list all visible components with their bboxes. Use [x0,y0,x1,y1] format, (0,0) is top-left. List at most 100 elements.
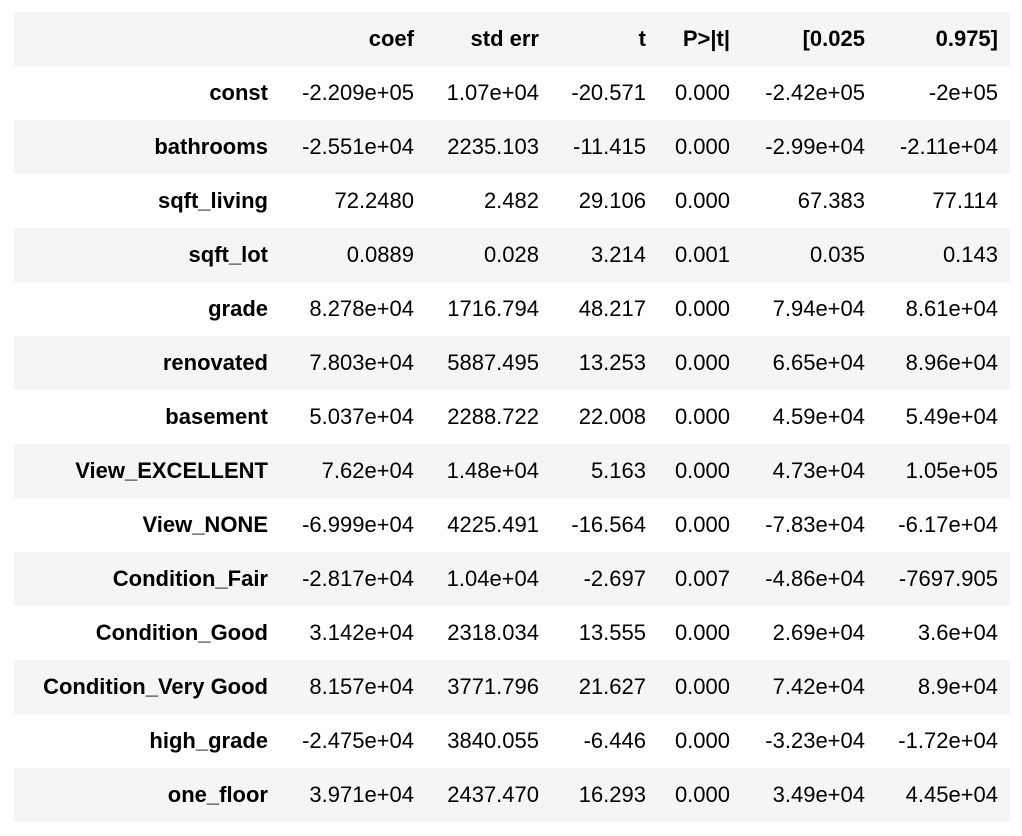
table-row: sqft_living 72.2480 2.482 29.106 0.000 67.383… [14,174,1010,228]
cell-std-err: 4225.491 [447,512,539,537]
table-row: one_floor 3.971e+04 2437.470 16.293 0.000 3.4… [14,768,1010,822]
row-label: grade [208,296,268,321]
cell-ci-upper: 0.143 [942,242,998,267]
cell-std-err: 1716.794 [447,296,539,321]
header-cell-p-value: P>|t| [682,26,730,51]
table-row: const -2.209e+05 1.07e+04 -20.571 0.000 -2.42… [14,66,1010,120]
header-cell-std-err: std err [470,26,539,51]
cell-t: 22.008 [578,404,646,429]
row-label: one_floor [167,782,268,807]
cell-p-value: 0.000 [674,350,730,375]
row-label: View_EXCELLENT [75,458,268,483]
cell-t: 29.106 [578,188,646,213]
cell-p-value: 0.007 [674,566,730,591]
cell-p-value: 0.000 [674,458,730,483]
header-cell-ci-lower: [0.025 [802,26,865,51]
header-cell-ci-upper: 0.975] [935,26,998,51]
cell-std-err: 2.482 [483,188,539,213]
cell-ci-upper: 77.114 [932,188,998,213]
cell-ci-upper: 1.05e+05 [905,458,998,483]
cell-p-value: 0.000 [674,674,730,699]
cell-std-err: 1.04e+04 [446,566,539,591]
cell-coef: 3.142e+04 [309,620,414,645]
cell-std-err: 0.028 [483,242,539,267]
cell-std-err: 2288.722 [447,404,539,429]
cell-std-err: 5887.495 [447,350,539,375]
row-label: bathrooms [154,134,268,159]
cell-ci-upper: -2e+05 [928,80,998,105]
row-label: Condition_Good [95,620,268,645]
row-label: renovated [162,350,268,375]
cell-ci-lower: 67.383 [797,188,865,213]
cell-t: 48.217 [578,296,646,321]
cell-ci-lower: 6.65e+04 [772,350,865,375]
cell-ci-lower: 4.59e+04 [772,404,865,429]
cell-t: 13.555 [578,620,646,645]
header-cell-coef: coef [368,26,414,51]
cell-coef: -2.551e+04 [302,134,414,159]
table-row: bathrooms -2.551e+04 2235.103 -11.415 0.000 -… [14,120,1010,174]
cell-p-value: 0.000 [674,782,730,807]
cell-ci-upper: -1.72e+04 [898,728,998,753]
cell-coef: -2.475e+04 [302,728,414,753]
cell-t: -20.571 [571,80,646,105]
table-row: renovated 7.803e+04 5887.495 13.253 0.000 6.6… [14,336,1010,390]
cell-ci-upper: -7697.905 [898,566,998,591]
cell-coef: 3.971e+04 [309,782,414,807]
cell-p-value: 0.000 [674,404,730,429]
regression-coefficients-table: coef std err t P>|t| [0.025 0.975] const… [14,12,1010,822]
cell-coef: 8.157e+04 [309,674,414,699]
row-label: const [209,80,268,105]
cell-p-value: 0.000 [674,188,730,213]
cell-std-err: 2318.034 [447,620,539,645]
table-row: basement 5.037e+04 2288.722 22.008 0.000 4.59… [14,390,1010,444]
cell-ci-upper: 8.96e+04 [905,350,998,375]
cell-coef: 7.62e+04 [321,458,414,483]
cell-ci-upper: -6.17e+04 [898,512,998,537]
cell-ci-upper: -2.11e+04 [899,134,998,159]
cell-coef: 0.0889 [346,242,414,267]
header-cell-t: t [638,26,646,51]
table-row: View_EXCELLENT 7.62e+04 1.48e+04 5.163 0.000… [14,444,1010,498]
row-label: View_NONE [142,512,268,537]
cell-std-err: 1.48e+04 [446,458,539,483]
cell-t: 13.253 [578,350,646,375]
row-label: sqft_living [157,188,268,213]
cell-ci-upper: 3.6e+04 [917,620,998,645]
table-row: high_grade -2.475e+04 3840.055 -6.446 0.000 -… [14,714,1010,768]
cell-ci-lower: 7.42e+04 [772,674,865,699]
cell-ci-lower: 3.49e+04 [772,782,865,807]
cell-ci-lower: -2.42e+05 [765,80,865,105]
cell-ci-lower: 2.69e+04 [772,620,865,645]
table-row: View_NONE -6.999e+04 4225.491 -16.564 0.000 -… [14,498,1010,552]
table-row: Condition_Good 3.142e+04 2318.034 13.555 0.0… [14,606,1010,660]
cell-t: 3.214 [590,242,646,267]
table-row: Condition_Very Good 8.157e+04 3771.796 21.6… [14,660,1010,714]
cell-p-value: 0.000 [674,728,730,753]
table-header-row: coef std err t P>|t| [0.025 0.975] [14,12,1010,66]
cell-p-value: 0.000 [674,80,730,105]
cell-p-value: 0.000 [674,296,730,321]
cell-ci-lower: 4.73e+04 [772,458,865,483]
cell-std-err: 3771.796 [447,674,539,699]
cell-t: -2.697 [583,566,646,591]
cell-t: -16.564 [571,512,646,537]
cell-ci-lower: 0.035 [809,242,865,267]
cell-ci-upper: 8.9e+04 [917,674,998,699]
table-row: Condition_Fair -2.817e+04 1.04e+04 -2.697 0.… [14,552,1010,606]
table-row: grade 8.278e+04 1716.794 48.217 0.000 7.94e+0… [14,282,1010,336]
cell-t: -6.446 [583,728,646,753]
cell-ci-lower: 7.94e+04 [772,296,865,321]
table-row: sqft_lot 0.0889 0.028 3.214 0.001 0.035 0.143 [14,228,1010,282]
cell-p-value: 0.000 [674,134,730,159]
row-label: sqft_lot [188,242,268,267]
cell-coef: -2.209e+05 [302,80,414,105]
cell-std-err: 3840.055 [447,728,539,753]
cell-coef: 8.278e+04 [309,296,414,321]
cell-ci-upper: 8.61e+04 [905,296,998,321]
cell-coef: -2.817e+04 [302,566,414,591]
cell-t: 16.293 [578,782,646,807]
table-body: const -2.209e+05 1.07e+04 -20.571 0.000 -2.42… [14,66,1010,822]
row-label: basement [165,404,268,429]
cell-p-value: 0.000 [674,620,730,645]
